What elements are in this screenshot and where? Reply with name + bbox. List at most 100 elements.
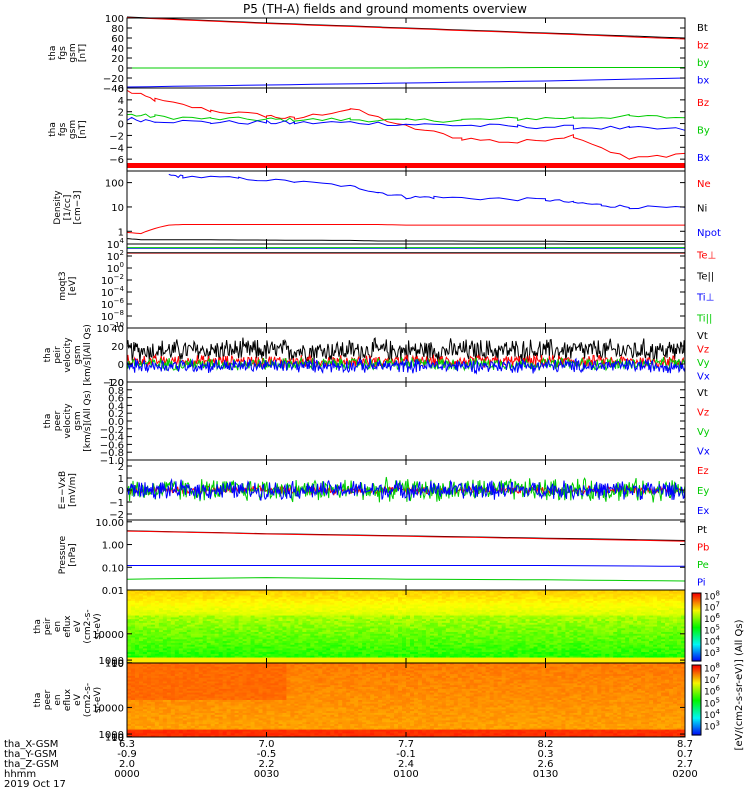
heatmap-cell: [154, 659, 160, 662]
heatmap-cell: [254, 652, 260, 655]
heatmap-cell: [206, 595, 212, 598]
heatmap-cell: [218, 617, 224, 620]
heatmap-cell: [262, 591, 267, 595]
heatmap-cell: [146, 633, 152, 637]
heatmap-cell: [162, 624, 168, 627]
heatmap-cell: [138, 659, 144, 662]
heatmap-cell: [222, 661, 228, 664]
heatmap-cell: [146, 613, 152, 617]
heatmap-cell: [202, 653, 208, 657]
ytick-label: 0.8: [108, 386, 124, 397]
heatmap-cell: [134, 631, 140, 635]
legend-temperature-3: Ti||: [696, 314, 712, 325]
legend-efield-2: Ex: [697, 506, 709, 517]
heatmap-cell: [182, 626, 188, 629]
heatmap-cell: [254, 604, 260, 607]
heatmap-cell: [246, 635, 252, 638]
heatmap-cell: [190, 650, 196, 653]
heatmap-cell: [130, 657, 136, 660]
heatmap-cell: [130, 599, 136, 602]
heatmap-cell: [166, 597, 172, 600]
heatmap-cell: [154, 590, 160, 593]
heatmap-cell: [182, 624, 188, 627]
heatmap-cell: [242, 611, 248, 615]
ytick-label: −0.2: [100, 425, 124, 436]
heatmap-cell: [194, 600, 200, 604]
heatmap-cell: [154, 597, 160, 600]
heatmap-cell: [230, 626, 236, 629]
heatmap-cell: [234, 641, 240, 644]
heatmap-cell: [198, 648, 204, 651]
heatmap-cell: [178, 619, 184, 622]
heatmap-cell: [206, 659, 212, 662]
ylabel-line: Density: [53, 190, 63, 225]
heatmap-cell: [174, 622, 180, 626]
heatmap-cell: [190, 652, 196, 655]
heatmap-cell: [134, 628, 140, 631]
heatmap-cell: [182, 655, 188, 659]
heatmap-cell: [250, 630, 256, 633]
heatmap-cell: [190, 608, 196, 611]
heatmap-cell: [226, 615, 232, 618]
heatmap-cell: [246, 608, 252, 611]
heatmap-cell: [194, 613, 200, 617]
heatmap-cell: [138, 619, 144, 622]
heatmap-cell: [266, 633, 271, 637]
heatmap-cell: [158, 604, 164, 607]
heatmap-cell: [238, 599, 244, 602]
heatmap-cell: [266, 606, 271, 609]
heatmap-cell: [250, 599, 256, 602]
heatmap-cell: [242, 655, 248, 659]
heatmap-cell: [182, 600, 188, 604]
ytick-label: 20: [111, 54, 124, 65]
heatmap-cell: [194, 591, 200, 595]
heatmap-cell: [202, 611, 208, 615]
heatmap-cell: [174, 653, 180, 657]
heatmap-cell: [246, 630, 252, 633]
heatmap-cell: [222, 617, 228, 620]
heatmap-cell: [154, 637, 160, 640]
heatmap-cell: [242, 619, 248, 622]
heatmap-cell: [142, 646, 148, 649]
ytick-label: 20: [111, 342, 124, 353]
heatmap-cell: [258, 644, 264, 648]
heatmap-cell: [150, 655, 156, 659]
heatmap-cell: [127, 613, 132, 617]
heatmap-cell: [127, 650, 132, 653]
heatmap-cell: [202, 633, 208, 637]
heatmap-cell: [238, 624, 244, 627]
panel-temperature: Te⊥Te||Ti⊥Ti||10410210010−210−410−610−81…: [58, 237, 716, 335]
heatmap-cell: [266, 644, 271, 648]
heatmap-cell: [194, 599, 200, 602]
heatmap-cell: [170, 633, 176, 637]
heatmap-cell: [238, 606, 244, 609]
heatmap-cell: [182, 593, 188, 596]
heatmap-cell: [210, 653, 216, 657]
heatmap-cell: [190, 624, 196, 627]
heatmap-cell: [130, 622, 136, 626]
heatmap-cell: [138, 661, 144, 664]
heatmap-cell: [170, 590, 176, 593]
heatmap-cell: [134, 606, 140, 609]
heatmap-cell: [166, 628, 172, 631]
heatmap-cell: [254, 617, 260, 620]
heatmap-cell: [190, 600, 196, 604]
heatmap-cell: [178, 661, 184, 664]
heatmap-cell: [230, 602, 236, 606]
heatmap-cell: [142, 639, 148, 642]
heatmap-cell: [222, 615, 228, 618]
heatmap-cell: [142, 590, 148, 593]
heatmap-cell: [214, 615, 220, 618]
heatmap-cell: [150, 628, 156, 631]
heatmap-cell: [226, 628, 232, 631]
heatmap-cell: [242, 613, 248, 617]
heatmap-cell: [210, 591, 216, 595]
heatmap-cell: [218, 639, 224, 642]
ytick-label: 2: [118, 462, 124, 473]
heatmap-cell: [127, 646, 132, 649]
heatmap-cell: [230, 604, 236, 607]
heatmap-cell: [174, 611, 180, 615]
heatmap-cell: [170, 615, 176, 618]
heatmap-cell: [190, 611, 196, 615]
